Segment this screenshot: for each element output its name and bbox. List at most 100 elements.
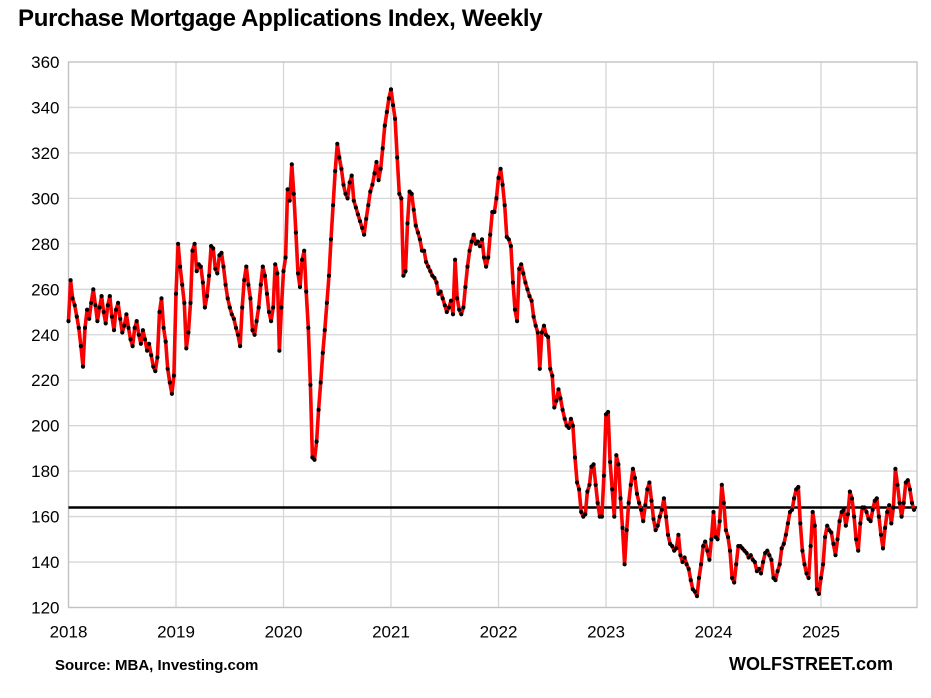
data-point xyxy=(455,296,460,301)
data-point xyxy=(632,475,638,480)
data-point xyxy=(109,314,114,319)
data-point xyxy=(163,339,168,344)
data-point xyxy=(744,550,749,556)
data-point xyxy=(612,514,617,519)
data-point xyxy=(465,264,470,269)
data-point xyxy=(126,325,131,330)
data-point xyxy=(486,255,491,260)
data-point xyxy=(535,330,540,335)
data-point xyxy=(314,439,319,444)
data-point xyxy=(155,355,160,360)
data-point xyxy=(568,416,574,421)
data-point xyxy=(777,562,782,567)
data-point xyxy=(531,314,536,319)
data-point xyxy=(618,496,623,501)
data-point xyxy=(498,166,503,171)
data-point xyxy=(184,346,189,351)
data-point xyxy=(548,366,553,371)
data-point xyxy=(527,294,532,299)
data-point xyxy=(95,319,100,324)
data-point xyxy=(701,544,706,549)
data-point xyxy=(85,307,90,312)
y-tick-label: 280 xyxy=(31,235,59,254)
data-point xyxy=(118,316,123,321)
data-point xyxy=(552,405,557,410)
data-point xyxy=(353,205,358,210)
data-point xyxy=(856,548,861,553)
data-point xyxy=(761,559,766,565)
data-point xyxy=(300,257,305,262)
data-point xyxy=(870,507,875,512)
data-point xyxy=(798,521,803,526)
data-point xyxy=(138,341,143,346)
data-point xyxy=(202,305,207,310)
plot-border xyxy=(67,61,918,609)
data-point xyxy=(816,591,822,597)
data-point xyxy=(684,562,689,567)
data-point xyxy=(182,300,187,305)
data-point xyxy=(285,187,290,192)
data-point xyxy=(579,509,584,515)
data-point xyxy=(219,250,224,255)
data-point xyxy=(779,546,784,551)
data-point xyxy=(674,546,679,551)
data-point xyxy=(647,480,652,485)
data-point xyxy=(833,553,838,558)
data-point xyxy=(287,198,292,203)
data-point xyxy=(608,459,613,465)
data-point xyxy=(796,484,801,490)
data-point xyxy=(686,566,691,572)
data-point xyxy=(661,496,667,501)
data-point xyxy=(800,548,805,553)
data-point xyxy=(614,453,619,458)
data-point xyxy=(550,373,555,378)
x-tick-label: 2018 xyxy=(50,623,88,642)
data-point xyxy=(845,512,851,517)
data-point xyxy=(362,232,367,237)
data-point xyxy=(397,191,402,196)
data-point xyxy=(864,509,869,515)
data-point xyxy=(93,303,98,308)
data-point xyxy=(215,271,220,276)
data-point xyxy=(167,380,172,385)
data-point xyxy=(293,230,298,235)
data-point xyxy=(529,298,534,303)
data-point xyxy=(328,237,334,242)
data-point xyxy=(732,580,737,585)
data-point xyxy=(415,230,420,235)
data-point xyxy=(670,544,675,549)
y-tick-label: 360 xyxy=(31,53,59,72)
data-point xyxy=(758,571,764,576)
y-tick-label: 260 xyxy=(31,280,59,299)
data-point xyxy=(360,225,365,230)
data-point xyxy=(324,300,329,305)
data-point xyxy=(541,323,547,328)
data-point xyxy=(316,407,321,412)
data-point xyxy=(213,266,218,271)
data-point xyxy=(173,291,179,296)
data-point xyxy=(849,496,855,501)
data-point xyxy=(554,398,559,403)
data-point xyxy=(628,482,633,487)
data-point xyxy=(225,296,230,301)
data-point xyxy=(190,248,195,253)
data-point xyxy=(331,203,336,208)
data-point xyxy=(289,162,294,167)
data-point xyxy=(492,209,497,215)
data-point xyxy=(134,319,139,324)
data-point xyxy=(572,455,578,460)
data-point xyxy=(291,191,296,196)
data-point xyxy=(634,491,640,496)
data-point xyxy=(107,294,112,299)
data-point xyxy=(157,309,162,315)
x-tick-label: 2022 xyxy=(480,623,518,642)
data-point xyxy=(345,196,350,201)
data-point xyxy=(721,500,726,505)
data-point xyxy=(393,116,398,121)
data-point xyxy=(103,321,108,326)
data-point xyxy=(159,296,164,301)
data-point xyxy=(386,96,391,101)
data-point xyxy=(841,507,846,512)
data-point xyxy=(446,305,451,310)
data-point xyxy=(105,303,110,308)
